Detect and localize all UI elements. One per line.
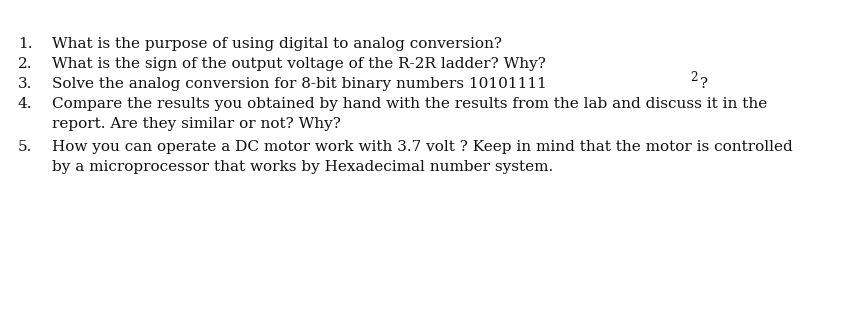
Text: by a microprocessor that works by Hexadecimal number system.: by a microprocessor that works by Hexade…: [52, 160, 553, 174]
Text: What is the sign of the output voltage of the R-2R ladder? Why?: What is the sign of the output voltage o…: [52, 57, 546, 71]
Text: ?: ?: [700, 77, 708, 91]
Text: Compare the results you obtained by hand with the results from the lab and discu: Compare the results you obtained by hand…: [52, 97, 767, 111]
Text: 5.: 5.: [18, 140, 32, 154]
Text: 1.: 1.: [18, 37, 33, 51]
Text: 2.: 2.: [18, 57, 33, 71]
Text: report. Are they similar or not? Why?: report. Are they similar or not? Why?: [52, 117, 341, 131]
Text: Solve the analog conversion for 8-bit binary numbers 10101111: Solve the analog conversion for 8-bit bi…: [52, 77, 547, 91]
Text: 2: 2: [690, 71, 698, 84]
Text: How you can operate a DC motor work with 3.7 volt ? Keep in mind that the motor : How you can operate a DC motor work with…: [52, 140, 793, 154]
Text: 4.: 4.: [18, 97, 33, 111]
Text: What is the purpose of using digital to analog conversion?: What is the purpose of using digital to …: [52, 37, 502, 51]
Text: 3.: 3.: [18, 77, 32, 91]
